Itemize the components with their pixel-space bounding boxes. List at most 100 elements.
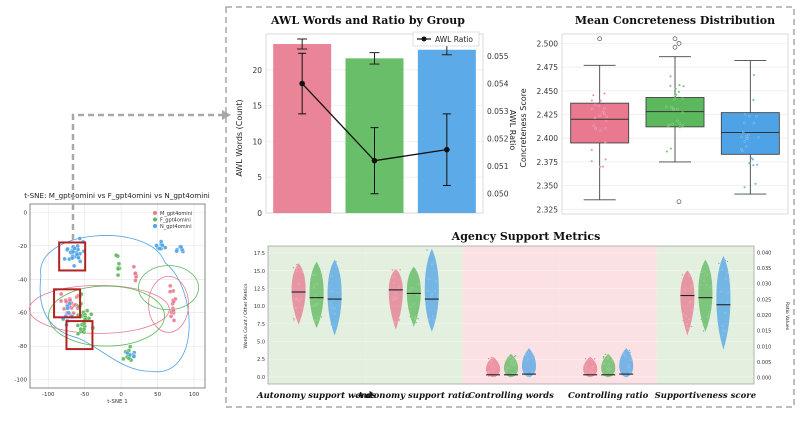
agency-point	[722, 334, 724, 337]
tsne-xtick-label: -50	[80, 392, 89, 398]
agency-point	[592, 371, 595, 374]
agency-point	[409, 315, 412, 318]
tsne-title: t-SNE: M_gpt4omini vs F_gpt4omini vs N_g…	[24, 191, 210, 200]
agency-point	[488, 370, 490, 373]
box-point	[601, 111, 604, 114]
box-point	[745, 134, 748, 138]
box-point	[743, 140, 747, 143]
tsne-ytick-label: -20	[18, 244, 27, 250]
agency-point	[490, 360, 493, 363]
agency-point	[435, 280, 437, 283]
agency-point	[593, 357, 596, 360]
box-point	[745, 137, 748, 140]
agency-point	[397, 286, 400, 289]
agency-point	[720, 290, 723, 293]
agency-point	[489, 363, 492, 366]
tsne-point-n	[178, 244, 184, 250]
awl-ytick-label: 15	[252, 102, 262, 111]
agency-point	[606, 366, 609, 369]
awl-legend-box	[412, 31, 480, 47]
box-outlier	[672, 36, 678, 42]
agency-point	[629, 371, 632, 374]
tsne-ytick-label: -100	[15, 378, 28, 384]
agency-point	[527, 374, 530, 377]
agency-violin-n	[716, 255, 731, 350]
agency-point	[433, 290, 436, 293]
tsne-point-n	[66, 310, 71, 316]
tsne-point-m	[133, 271, 138, 276]
box-point	[594, 127, 597, 131]
agency-ytick-right-label: 0.040	[757, 250, 771, 256]
agency-point	[703, 271, 706, 274]
box-point	[599, 99, 602, 102]
box-point	[598, 165, 602, 169]
tsne-point-m	[168, 283, 173, 289]
tsne-point-f	[128, 344, 133, 349]
tsne-point-f	[121, 356, 126, 361]
agency-point	[724, 330, 726, 333]
agency-point	[606, 369, 609, 372]
box-outlier	[676, 41, 682, 46]
agency-ytick-right-label: 0.035	[757, 266, 771, 272]
agency-point	[526, 360, 529, 363]
agency-point	[408, 290, 411, 293]
box-point	[740, 135, 743, 139]
tsne-ytick-label: 0	[24, 210, 28, 216]
box-point	[593, 116, 597, 120]
box-point	[673, 97, 676, 101]
tsne-frame	[29, 203, 206, 389]
agency-point	[512, 363, 515, 366]
agency-ytick-right-label: 0.000	[757, 376, 771, 382]
agency-point	[394, 292, 397, 295]
agency-violin-f	[309, 261, 324, 329]
agency-chart: Agency Support Metrics Words Count / Oth…	[243, 230, 790, 401]
agency-point	[526, 351, 529, 354]
agency-point	[417, 317, 419, 320]
agency-violin-m	[388, 268, 403, 330]
agency-ytick-label: 7.5	[257, 322, 265, 328]
agency-point	[705, 284, 708, 286]
agency-point	[314, 294, 317, 297]
agency-point	[293, 318, 296, 321]
box-point	[752, 164, 755, 167]
box-point	[747, 133, 750, 137]
agency-point	[431, 264, 434, 266]
box-n	[720, 112, 780, 155]
agency-point	[330, 323, 333, 326]
agency-point	[603, 362, 606, 365]
agency-point	[392, 298, 395, 301]
agency-point	[700, 270, 703, 273]
box-ytick-label: 2.375	[537, 158, 559, 167]
agency-point	[490, 356, 493, 359]
tsne-legend-marker	[153, 224, 157, 228]
box-ytick-label: 2.350	[537, 182, 559, 191]
tsne-point-m	[171, 308, 176, 313]
box-point	[603, 112, 606, 116]
agency-point	[525, 353, 528, 356]
agency-point	[301, 307, 304, 310]
awl-ytick-right-label: 0.051	[487, 162, 509, 171]
agency-category-label: Supportiveness score	[655, 391, 757, 401]
agency-point	[705, 273, 708, 276]
agency-point	[414, 318, 417, 320]
box-frame	[561, 33, 789, 215]
awl-ytick-label: 5	[257, 173, 262, 182]
box-point	[743, 185, 746, 189]
awl-title: AWL Words and Ratio by Group	[270, 14, 465, 27]
box-point	[666, 124, 670, 128]
box-point	[671, 122, 674, 126]
box-outlier	[676, 199, 682, 205]
tsne-highlight-box	[53, 288, 82, 319]
tsne-point-m	[168, 314, 174, 319]
awl-ytick-right-label: 0.050	[487, 190, 509, 199]
agency-point	[295, 307, 298, 310]
agency-point	[297, 300, 300, 303]
agency-point	[584, 363, 587, 366]
agency-point	[726, 272, 729, 274]
box-point	[752, 121, 756, 125]
box-point	[678, 126, 682, 129]
agency-point	[627, 365, 630, 368]
agency-ylabel: Words Count / Other Metrics	[243, 283, 249, 349]
agency-point	[317, 316, 320, 319]
